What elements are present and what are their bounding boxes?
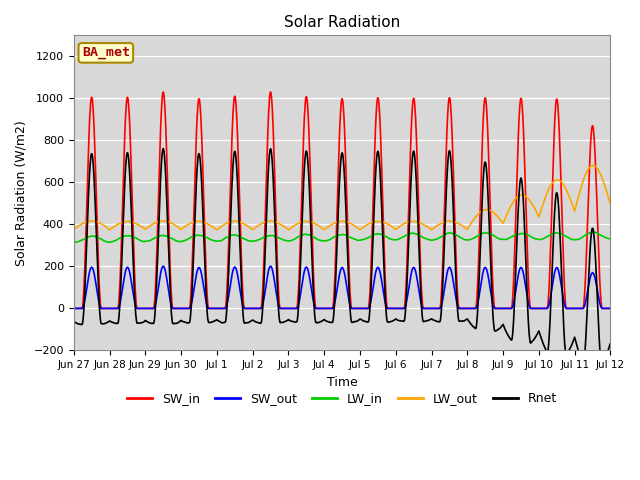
Text: BA_met: BA_met [82, 47, 130, 60]
Y-axis label: Solar Radiation (W/m2): Solar Radiation (W/m2) [15, 120, 28, 266]
Legend: SW_in, SW_out, LW_in, LW_out, Rnet: SW_in, SW_out, LW_in, LW_out, Rnet [122, 387, 562, 410]
Title: Solar Radiation: Solar Radiation [284, 15, 400, 30]
X-axis label: Time: Time [327, 376, 358, 389]
